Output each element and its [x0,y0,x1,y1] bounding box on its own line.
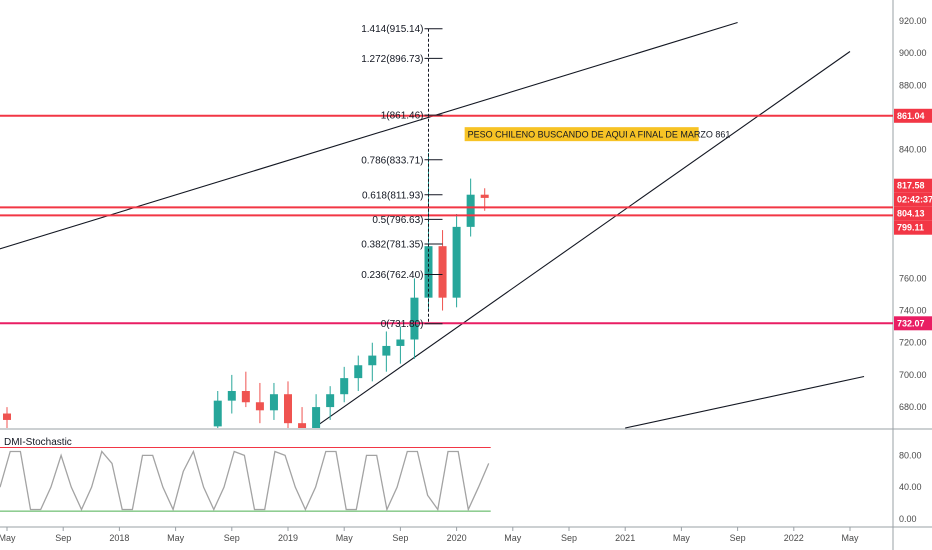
candle-body [410,297,419,340]
price-badge [894,108,932,123]
upper-channel-line [0,22,738,250]
indicator-tick-label: 80.00 [899,450,922,460]
annotation-text: PESO CHILENO BUSCANDO DE AQUI A FINAL DE… [468,130,731,140]
price-badge [894,206,932,221]
time-tick-label: 2019 [278,533,298,543]
price-badge [894,178,932,193]
candle-body [3,413,11,420]
time-tick-label: Sep [224,533,240,543]
candle-body [396,339,405,346]
time-tick-label: Sep [730,533,746,543]
candle-body [466,194,475,227]
fibonacci-extension: 1.414(915.14) 1.272(896.73) 1(861.46) 0.786… [361,24,443,330]
annotation-box [464,127,699,142]
candle-body [368,355,377,366]
candle-body [227,390,236,401]
price-tick-label: 760.00 [899,273,927,283]
fib-level-label: 0.382(781.35) [361,240,423,251]
price-badge-label: 02:42:37 [897,195,932,205]
candle-body [241,390,250,403]
candle-body [269,394,278,411]
fib-level-label: 1(861.46) [381,111,424,122]
candle-body [326,394,335,408]
time-tick-label: 2020 [447,533,467,543]
price-badge [894,220,932,235]
price-badge [894,316,932,331]
time-tick-label: May [336,533,354,543]
price-badge-label: 732.07 [897,318,925,328]
price-tick-label: 700.00 [899,370,927,380]
rising-support-line [315,51,851,427]
candle-body [213,400,222,427]
candle-body [438,246,447,298]
price-badges: 861.04 817.58 02:42:37 804.13 799.11 732.07 [894,108,932,331]
indicator-name: DMI-Stochastic [4,437,72,448]
annotation: PESO CHILENO BUSCANDO DE AQUI A FINAL DE… [464,127,731,142]
indicator-pane: DMI-Stochastic [0,437,491,512]
price-tick-label: 920.00 [899,16,927,26]
price-tick-label: 740.00 [899,306,927,316]
candle-body [298,423,307,428]
time-tick-label: May [167,533,185,543]
fib-level-label: 0.5(796.63) [372,215,423,226]
time-tick-label: May [673,533,691,543]
fib-level-label: 0.786(833.71) [361,155,423,166]
indicator-tick-label: 0.00 [899,514,917,524]
candle-body [340,378,349,395]
time-tick-label: May [0,533,16,543]
candle-body [382,345,391,356]
indicator-tick-label: 40.00 [899,482,922,492]
time-tick-label: 2022 [784,533,804,543]
fib-level-label: 0(731.80) [381,319,424,330]
horizontal-levels [0,114,893,325]
price-tick-label: 840.00 [899,145,927,155]
fib-level-label: 1.414(915.14) [361,24,423,35]
price-badge-label: 799.11 [897,223,924,233]
time-tick-label: Sep [55,533,71,543]
price-badge-label: 804.13 [897,209,925,219]
candle-body [480,194,489,198]
candle-body [452,226,461,298]
fib-level-label: 1.272(896.73) [361,54,423,65]
price-badge [894,192,932,207]
time-tick-label: 2018 [109,533,129,543]
axes: 920.00 900.00 880.00 840.00 760.00 740.00 720.… [0,16,927,543]
fib-level-label: 0.618(811.93) [362,190,424,201]
fib-level-label: 0.236(762.40) [361,270,423,281]
candle-body [255,402,264,411]
time-tick-label: Sep [392,533,408,543]
stoch-line [0,449,490,512]
main-pane-bg [0,0,893,428]
price-badge-label: 817.58 [897,181,925,191]
price-badge-label: 861.04 [897,111,925,121]
price-tick-label: 880.00 [899,80,927,90]
time-tick-label: May [504,533,522,543]
candle-body [354,365,363,379]
time-tick-label: 2021 [615,533,635,543]
price-tick-label: 900.00 [899,48,927,58]
price-tick-label: 720.00 [899,338,927,348]
trendlines [0,22,865,429]
time-tick-label: May [841,533,859,543]
lower-trendline [625,375,865,429]
time-tick-label: Sep [561,533,577,543]
price-tick-label: 680.00 [899,402,927,412]
candle-body [284,394,292,424]
candle-body [312,407,321,428]
candle-body [424,246,433,298]
